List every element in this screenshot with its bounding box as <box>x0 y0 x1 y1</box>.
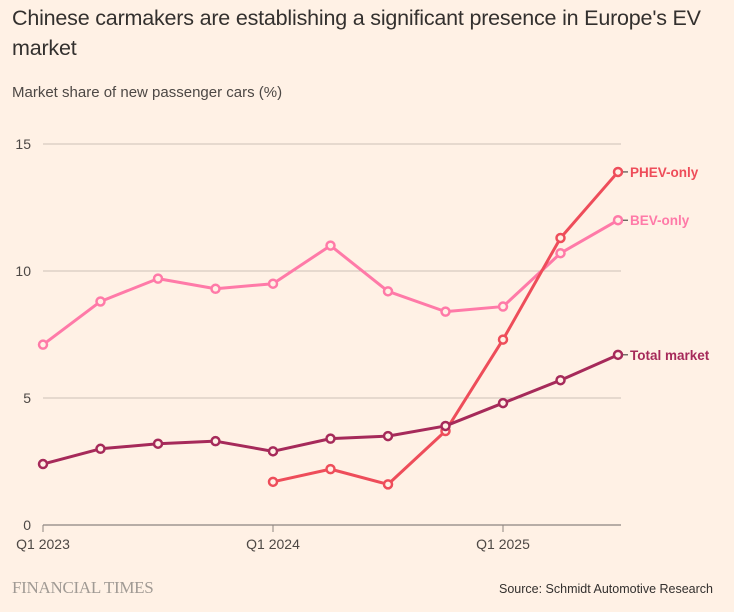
data-point <box>267 278 279 289</box>
gridlines <box>43 143 621 399</box>
chart-subtitle: Market share of new passenger cars (%) <box>12 84 283 101</box>
data-point <box>612 349 624 361</box>
series-group <box>37 166 624 490</box>
data-point <box>497 334 509 345</box>
y-axis: 0 5 10 15 <box>15 136 31 533</box>
y-tick-label: 10 <box>15 263 31 279</box>
series-total-market <box>37 349 624 470</box>
x-tick-label: Q1 2023 <box>16 536 70 552</box>
data-point <box>267 476 279 488</box>
ft-logo: FINANCIAL TIMES <box>12 578 154 597</box>
x-axis: Q1 2023 Q1 2024 Q1 2025 <box>16 524 621 552</box>
data-point <box>612 166 624 178</box>
y-tick-label: 15 <box>15 136 31 152</box>
data-point <box>95 443 106 455</box>
data-point <box>95 296 106 307</box>
data-point <box>210 283 221 295</box>
data-point <box>440 306 451 317</box>
data-point <box>37 458 49 470</box>
series-label-phev-only: PHEV-only <box>630 165 699 180</box>
data-point <box>497 301 509 312</box>
series-line <box>41 353 620 466</box>
data-point <box>325 433 336 444</box>
x-tick-label: Q1 2024 <box>246 536 300 552</box>
chart-title: Chinese carmakers are establishing a sig… <box>12 6 701 60</box>
series-bev-only <box>37 214 624 350</box>
series-line <box>41 218 620 347</box>
x-tick-label: Q1 2025 <box>476 536 530 552</box>
data-point <box>440 420 451 432</box>
data-point <box>382 286 394 297</box>
data-point <box>325 463 336 475</box>
data-point <box>267 446 279 457</box>
series-label-total-market: Total market <box>630 348 710 363</box>
data-point <box>555 374 566 386</box>
data-point <box>325 240 336 251</box>
series-label-bev-only: BEV-only <box>630 213 690 228</box>
data-point <box>152 273 164 284</box>
source-note: Source: Schmidt Automotive Research <box>499 582 713 596</box>
data-point <box>382 479 394 490</box>
series-line <box>271 170 620 486</box>
y-tick-label: 5 <box>23 390 31 406</box>
data-point <box>555 232 566 244</box>
data-point <box>210 435 221 447</box>
series-labels: BEV-only PHEV-only Total market <box>623 165 710 363</box>
data-point <box>382 430 394 442</box>
data-point <box>497 397 509 409</box>
data-point <box>612 214 624 226</box>
data-point <box>152 438 164 449</box>
data-point <box>37 339 49 350</box>
data-point <box>555 247 566 259</box>
y-tick-label: 0 <box>23 517 31 533</box>
